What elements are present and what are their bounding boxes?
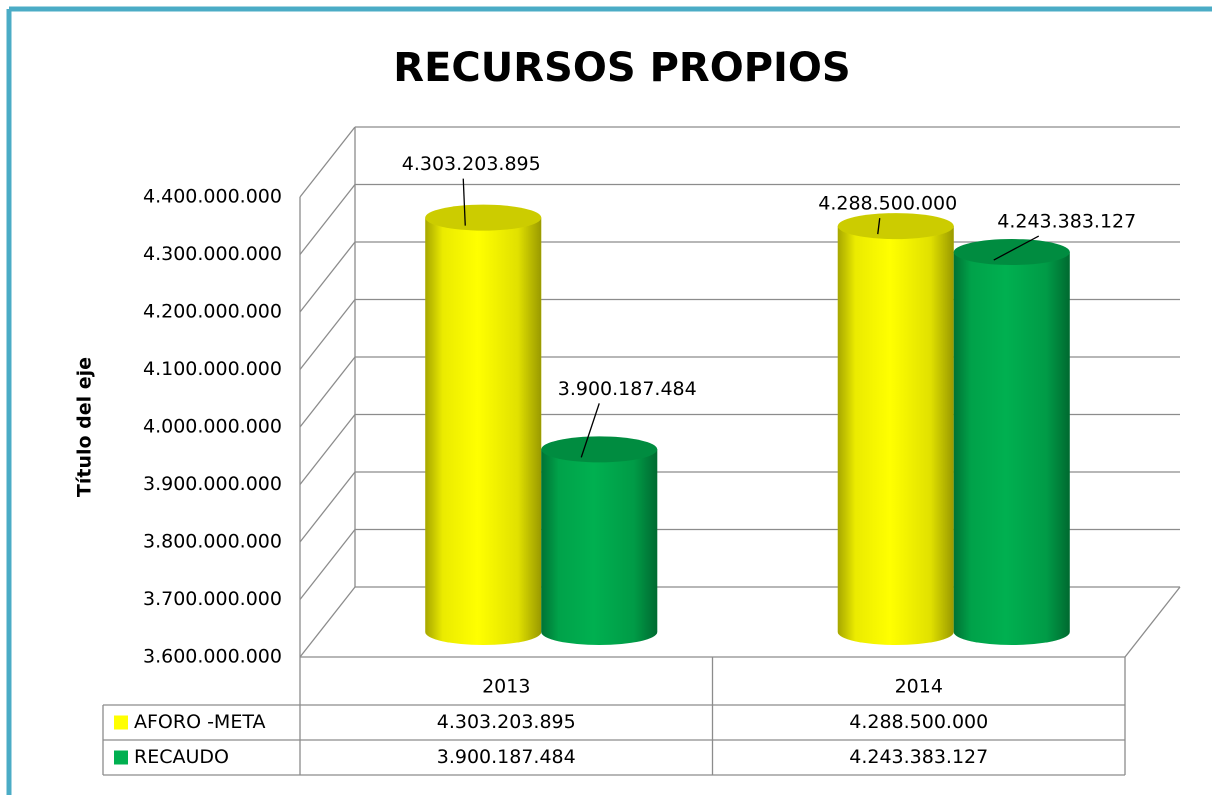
- grid-line: [299, 299, 356, 370]
- legend-swatch: [114, 715, 128, 730]
- cylinder-top: [541, 436, 658, 463]
- cylinder-shade: [953, 252, 1070, 646]
- cylinder-top: [425, 204, 542, 231]
- y-tick-label: 4.100.000.000: [143, 358, 282, 380]
- y-tick-label: 4.300.000.000: [143, 243, 282, 265]
- leader-line: [580, 403, 600, 458]
- grid-line: [299, 241, 356, 313]
- grid-line: [299, 529, 356, 600]
- legend-swatch: [114, 750, 128, 765]
- x-tick-label: 2014: [895, 676, 943, 698]
- y-tick-label: 3.800.000.000: [143, 531, 282, 553]
- legend-label: AFORO -META: [134, 711, 265, 733]
- cylinder-top-shade: [837, 213, 954, 240]
- grid-line: [299, 356, 356, 428]
- legend-label: RECAUDO: [134, 746, 229, 768]
- table-cell: 4.288.500.000: [849, 711, 988, 733]
- data-label: 4.303.203.895: [402, 153, 541, 175]
- data-label: 3.900.187.484: [558, 378, 697, 400]
- cylinder-top-shade: [425, 204, 542, 231]
- grid-line: [299, 471, 356, 543]
- chart-title: RECURSOS PROPIOS: [393, 45, 850, 91]
- table-cell: 4.243.383.127: [849, 746, 988, 768]
- table-cell: 4.303.203.895: [437, 711, 576, 733]
- grid-line: [299, 126, 356, 198]
- data-label: 4.288.500.000: [818, 193, 957, 215]
- y-tick-label: 4.000.000.000: [143, 416, 282, 438]
- cylinder-shade: [425, 217, 542, 645]
- grid-line: [299, 586, 356, 658]
- leader-line: [993, 235, 1040, 261]
- cylinder-top-shade: [541, 436, 658, 463]
- grid-line: [299, 414, 356, 485]
- cylinder-top: [953, 239, 1070, 266]
- y-tick-label: 3.600.000.000: [143, 646, 282, 668]
- table-cell: 3.900.187.484: [437, 746, 576, 768]
- data-label: 4.243.383.127: [997, 211, 1136, 233]
- grid-line: [299, 184, 356, 255]
- cylinder-shade: [541, 449, 658, 645]
- cylinder-top: [837, 213, 954, 240]
- cylinder-top-shade: [953, 239, 1070, 266]
- floor-edge: [1124, 586, 1181, 658]
- y-tick-label: 3.900.000.000: [143, 473, 282, 495]
- cylinder-shade: [837, 226, 954, 646]
- y-tick-label: 4.200.000.000: [143, 301, 282, 323]
- y-axis-label: Título del eje: [74, 357, 96, 497]
- x-tick-label: 2013: [482, 676, 530, 698]
- leader-line: [462, 178, 466, 226]
- leader-line: [877, 218, 881, 235]
- y-tick-label: 3.700.000.000: [143, 588, 282, 610]
- y-tick-label: 4.400.000.000: [143, 186, 282, 208]
